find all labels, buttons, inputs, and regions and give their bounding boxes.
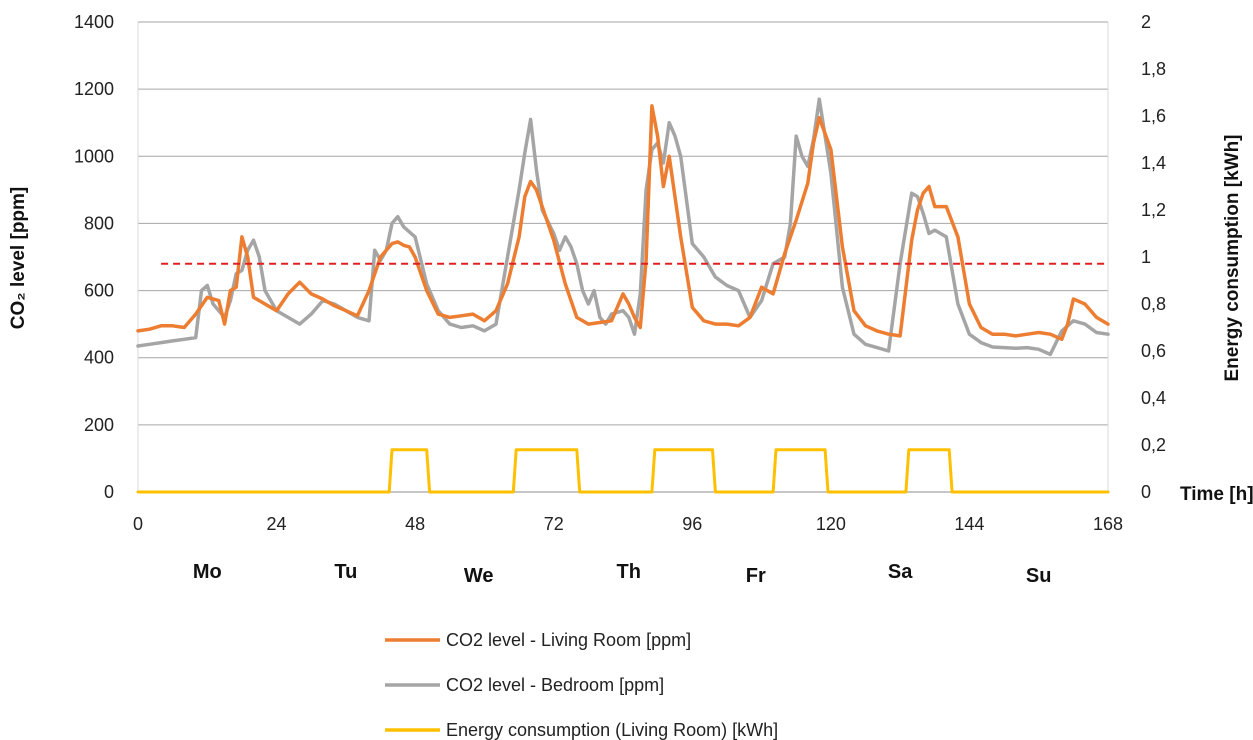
left-tick-label: 0 [104, 482, 114, 502]
day-label: Tu [334, 561, 357, 583]
right-tick-label: 0,6 [1141, 341, 1166, 361]
right-tick-label: 1,6 [1141, 106, 1166, 126]
left-axis-ticks: 0 200 400 600 800 1000 1200 1400 [74, 12, 114, 502]
right-tick-label: 2 [1141, 12, 1151, 32]
right-tick-label: 1 [1141, 247, 1151, 267]
x-tick-label: 72 [544, 514, 564, 534]
right-tick-label: 1,4 [1141, 153, 1166, 173]
left-tick-label: 400 [84, 348, 114, 368]
x-axis-title: Time [h] [1180, 484, 1253, 505]
series-layer [136, 97, 1110, 494]
day-label: Su [1026, 565, 1052, 587]
right-tick-label: 0 [1141, 482, 1151, 502]
x-tick-label: 144 [954, 514, 984, 534]
x-tick-label: 168 [1093, 514, 1123, 534]
x-tick-label: 0 [133, 514, 143, 534]
day-label: Th [617, 561, 641, 583]
day-label: Fr [746, 565, 766, 587]
x-tick-label: 96 [682, 514, 702, 534]
x-axis-ticks: 0 24 48 72 96 120 144 168 [133, 514, 1123, 534]
series-line [136, 104, 1110, 342]
right-axis-title: Energy consumption [kWh] [1222, 135, 1243, 382]
day-label: We [464, 565, 494, 587]
left-tick-label: 600 [84, 281, 114, 301]
right-tick-label: 0,8 [1141, 294, 1166, 314]
x-tick-label: 48 [405, 514, 425, 534]
day-label: Sa [888, 561, 913, 583]
legend-label: Energy consumption (Living Room) [kWh] [446, 720, 778, 740]
gridlines [137, 21, 1109, 493]
left-tick-label: 1200 [74, 79, 114, 99]
legend: CO2 level - Living Room [ppm] CO2 level -… [385, 630, 778, 740]
right-axis-ticks: 0 0,2 0,4 0,6 0,8 1 1,2 1,4 1,6 1,8 2 [1141, 12, 1166, 502]
left-tick-label: 1000 [74, 146, 114, 166]
legend-label: CO2 level - Bedroom [ppm] [446, 675, 664, 695]
day-label: Mo [193, 561, 222, 583]
left-tick-label: 800 [84, 213, 114, 233]
left-tick-label: 1400 [74, 12, 114, 32]
series-line [136, 448, 1110, 494]
x-tick-label: 24 [267, 514, 287, 534]
right-tick-label: 0,2 [1141, 435, 1166, 455]
left-tick-label: 200 [84, 415, 114, 435]
day-labels: Mo Tu We Th Fr Sa Su [193, 561, 1052, 587]
right-tick-label: 1,2 [1141, 200, 1166, 220]
x-tick-label: 120 [816, 514, 846, 534]
right-tick-label: 1,8 [1141, 59, 1166, 79]
right-tick-label: 0,4 [1141, 388, 1166, 408]
left-axis-title: CO₂ level [ppm] [8, 187, 29, 330]
series-line [136, 97, 1110, 357]
legend-label: CO2 level - Living Room [ppm] [446, 630, 691, 650]
